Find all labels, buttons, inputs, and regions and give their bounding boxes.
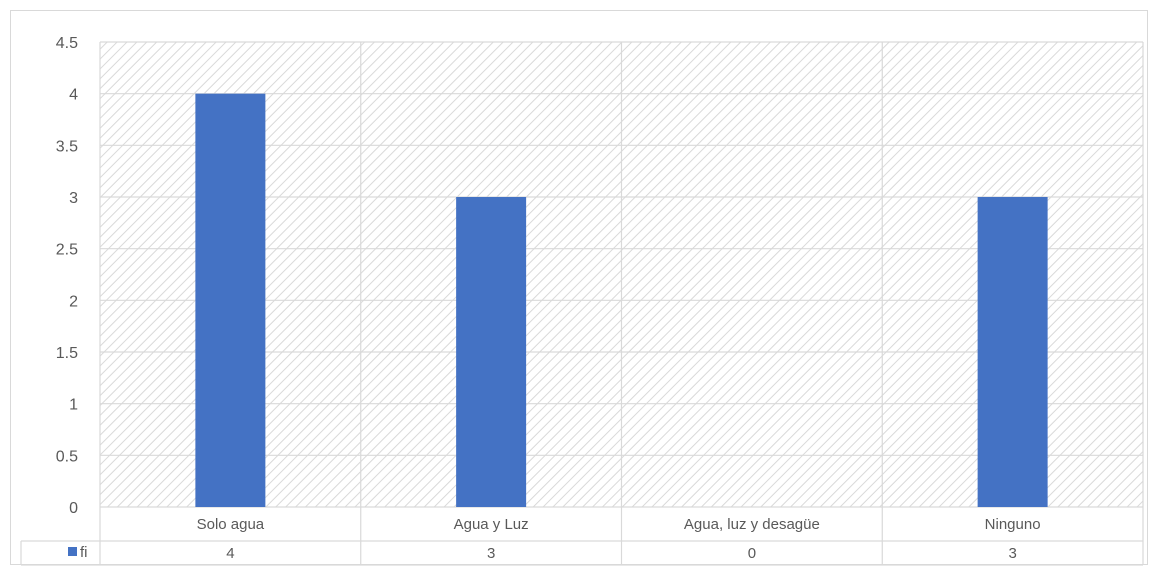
gridlines [99,41,1144,508]
y-tick-label: 0.5 [56,448,78,465]
y-tick-label: 4 [69,87,78,104]
x-category-label: Solo agua [197,516,265,533]
bars [195,93,1048,508]
y-axis-ticks: 0 0.5 1 1.5 2 2.5 3 3.5 4 4.5 [56,35,78,517]
bar [977,197,1048,507]
data-table: Solo agua Agua y Luz Agua, luz y desagüe Ni… [20,507,1144,566]
y-tick-label: 2 [69,293,78,310]
data-table-value: 3 [487,545,495,562]
y-tick-label: 1.5 [56,345,78,362]
y-tick-label: 0 [69,500,78,517]
x-category-label: Agua y Luz [454,516,529,533]
data-table-value: 0 [748,545,756,562]
bar [456,197,527,507]
data-table-value: 3 [1008,545,1016,562]
y-tick-label: 3 [69,190,78,207]
legend-key-swatch [68,547,77,556]
y-tick-label: 1 [69,397,78,414]
y-tick-label: 3.5 [56,138,78,155]
data-table-value: 4 [226,545,234,562]
y-tick-label: 4.5 [56,35,78,52]
x-category-label: Ninguno [985,516,1041,533]
bar [195,93,266,508]
legend-key-label: fi [80,544,88,561]
y-tick-label: 2.5 [56,242,78,259]
x-category-label: Agua, luz y desagüe [684,516,820,533]
